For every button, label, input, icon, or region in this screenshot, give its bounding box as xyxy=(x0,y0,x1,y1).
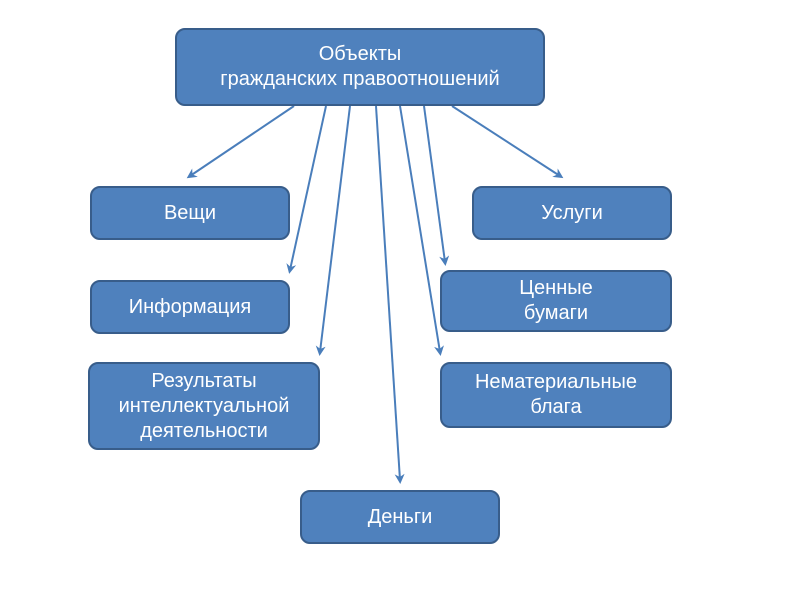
node-root: Объекты гражданских правоотношений xyxy=(175,28,545,106)
edge-root-services xyxy=(452,106,560,176)
node-money: Деньги xyxy=(300,490,500,544)
diagram-canvas: Объекты гражданских правоотношений Вещи Ус… xyxy=(0,0,800,600)
edge-root-securities xyxy=(424,106,445,262)
edge-root-things xyxy=(190,106,294,176)
node-intangible: Нематериальные блага xyxy=(440,362,672,428)
edge-root-intangible xyxy=(400,106,440,352)
edge-root-money xyxy=(376,106,400,480)
edge-root-ip xyxy=(320,106,350,352)
node-securities: Ценные бумаги xyxy=(440,270,672,332)
node-things: Вещи xyxy=(90,186,290,240)
edge-root-info xyxy=(290,106,326,270)
node-services: Услуги xyxy=(472,186,672,240)
node-ip: Результаты интеллектуальной деятельности xyxy=(88,362,320,450)
node-info: Информация xyxy=(90,280,290,334)
